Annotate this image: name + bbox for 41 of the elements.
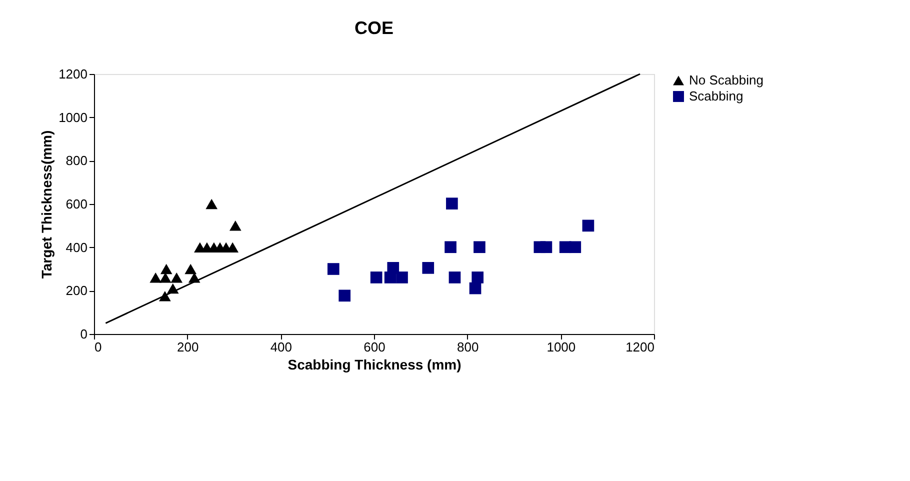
point	[569, 241, 582, 254]
point	[384, 272, 396, 284]
point	[206, 198, 218, 210]
point	[446, 198, 458, 210]
y-tick-label: 0	[80, 326, 88, 342]
point	[160, 264, 172, 274]
y-tick-label: 1200	[58, 66, 88, 82]
y-tick-label: 1000	[58, 110, 88, 125]
legend-label: Scabbing	[689, 88, 744, 104]
chart-title: COE	[354, 18, 394, 38]
y-tick-label: 200	[66, 283, 88, 298]
point	[159, 272, 172, 283]
x-tick-label: 0	[94, 340, 102, 354]
point	[422, 262, 434, 274]
point	[582, 220, 594, 232]
y-tick-label: 400	[66, 240, 88, 255]
point	[472, 272, 484, 284]
point	[170, 272, 183, 283]
point	[370, 272, 382, 284]
point	[448, 272, 461, 284]
y-tick-label: 600	[66, 196, 88, 212]
point	[338, 290, 351, 302]
point	[469, 282, 482, 294]
x-axis-title: Scabbing Thickness (mm)	[288, 356, 462, 372]
point	[327, 263, 340, 275]
point	[444, 241, 456, 254]
x-tick-label: 800	[456, 340, 479, 354]
y-axis-title: Target Thickness(mm)	[38, 130, 55, 279]
legend-label: No Scabbing	[689, 72, 764, 88]
point	[229, 220, 242, 231]
point	[540, 241, 552, 254]
x-tick-label: 400	[270, 340, 292, 354]
y-tick-label: 800	[66, 153, 88, 168]
point	[396, 272, 408, 284]
point	[474, 241, 486, 254]
point	[150, 272, 162, 283]
x-tick-label: 1200	[626, 340, 654, 354]
x-tick-label: 1000	[546, 340, 576, 354]
x-tick-label: 600	[364, 340, 386, 354]
x-tick-label: 200	[176, 340, 199, 354]
point	[184, 264, 197, 274]
